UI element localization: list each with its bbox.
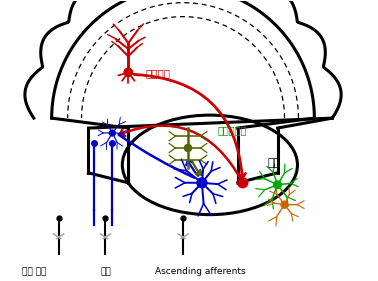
Text: 뇌간: 뇌간 <box>100 267 111 276</box>
Circle shape <box>281 201 288 208</box>
Circle shape <box>184 144 192 151</box>
Circle shape <box>124 68 132 76</box>
Circle shape <box>274 181 281 189</box>
Text: 시상망상핵: 시상망상핵 <box>218 125 247 135</box>
Text: 시상: 시상 <box>268 158 281 168</box>
Circle shape <box>238 178 248 188</box>
Circle shape <box>197 178 207 188</box>
Text: 기저 전뇌: 기저 전뇌 <box>22 267 46 276</box>
Circle shape <box>110 130 115 136</box>
Text: 대뇌피질: 대뇌피질 <box>145 68 170 78</box>
Text: Ascending afferents: Ascending afferents <box>155 267 245 276</box>
